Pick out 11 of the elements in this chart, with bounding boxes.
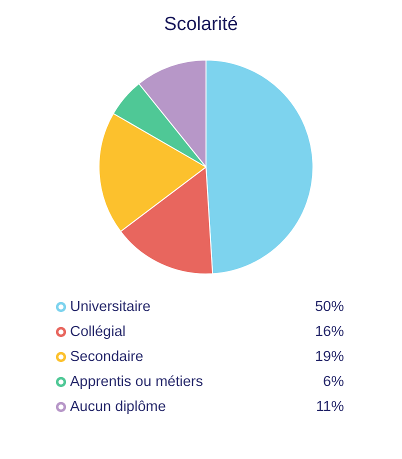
data-label: 16% [314, 324, 344, 340]
legend-label: Aucun diplôme [70, 398, 166, 414]
data-label: 6% [323, 374, 344, 390]
legend-label: Secondaire [70, 348, 144, 364]
legend-label: Universitaire [70, 298, 151, 314]
legend-label: Collégial [70, 324, 126, 340]
chart-title: Scolarité [163, 14, 239, 36]
data-label: 11% [316, 398, 344, 414]
legend-label: Apprentis ou métiers [70, 374, 203, 390]
data-label: 50% [314, 298, 344, 314]
data-label: 19% [314, 348, 344, 364]
